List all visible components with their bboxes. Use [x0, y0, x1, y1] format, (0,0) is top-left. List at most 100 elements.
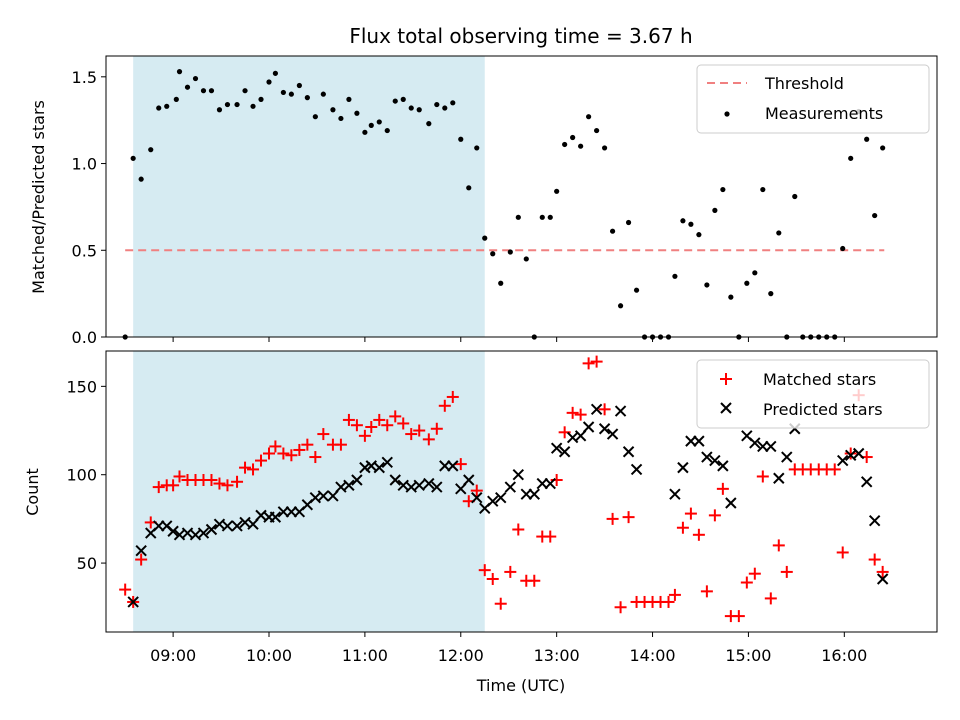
- measurement-point: [466, 185, 472, 191]
- measurement-point: [208, 88, 215, 94]
- measurement-point: [312, 114, 318, 120]
- matched-marker: [430, 422, 443, 435]
- measurement-point: [498, 280, 504, 286]
- matched-marker: [454, 458, 467, 471]
- top-x-ticks: [172, 337, 845, 342]
- measurement-point: [609, 228, 616, 234]
- matched-marker: [566, 406, 579, 419]
- predicted-marker: [876, 573, 889, 585]
- measurement-point: [192, 75, 199, 82]
- measurement-point: [354, 110, 360, 116]
- matched-marker: [301, 438, 314, 451]
- measurement-point: [696, 232, 702, 238]
- measurement-point: [570, 134, 576, 141]
- measurement-point: [216, 107, 223, 113]
- matched-marker: [373, 413, 386, 426]
- predicted-marker: [550, 442, 563, 454]
- measurement-point: [474, 145, 480, 151]
- y-tick-label: 0.0: [72, 328, 97, 347]
- matched-marker: [574, 408, 587, 421]
- y-tick-label: 50: [77, 554, 97, 573]
- matched-marker: [676, 521, 689, 534]
- matched-marker: [512, 523, 525, 536]
- measurement-point: [586, 114, 592, 120]
- y-tick-label: 150: [66, 377, 97, 396]
- matched-marker: [836, 546, 849, 559]
- matched-marker: [582, 357, 595, 370]
- chart-title: Flux total observing time = 3.67 h: [349, 24, 692, 48]
- measurement-point: [554, 188, 560, 194]
- measurement-point: [704, 282, 710, 288]
- measurement-point: [672, 273, 678, 279]
- measurement-point: [872, 212, 878, 219]
- top-panel: 0.0 0.5 1.0 1.5 Matched/Predicted stars Thr…: [29, 55, 938, 347]
- matched-marker: [135, 553, 148, 566]
- matched-marker: [606, 512, 619, 525]
- x-tick-label: 15:00: [725, 646, 771, 665]
- matched-marker: [293, 443, 306, 456]
- measurement-point: [744, 280, 750, 286]
- predicted-marker: [455, 483, 467, 495]
- matched-marker: [598, 403, 611, 416]
- predicted-marker: [127, 596, 139, 608]
- predicted-marker: [717, 460, 729, 472]
- matched-marker: [269, 440, 282, 453]
- matched-marker: [732, 610, 745, 623]
- predicted-marker: [781, 451, 793, 463]
- predicted-marker: [614, 405, 627, 417]
- matched-marker: [231, 475, 244, 488]
- measurement-point: [288, 91, 294, 97]
- measurement-point: [450, 100, 456, 106]
- matched-marker: [255, 454, 268, 467]
- matched-marker: [868, 553, 881, 566]
- measurement-point: [523, 256, 529, 262]
- matched-marker: [167, 479, 180, 492]
- matched-markers: [119, 355, 889, 623]
- matched-marker: [285, 449, 298, 462]
- predicted-marker: [247, 518, 259, 530]
- measurement-point: [712, 207, 718, 213]
- matched-marker: [389, 410, 402, 423]
- predicted-marker: [693, 435, 705, 447]
- measurement-point: [416, 107, 422, 113]
- measurement-point: [250, 103, 256, 109]
- matched-marker: [828, 463, 841, 476]
- measurement-point: [408, 105, 414, 111]
- y-tick-label: 1.5: [72, 68, 97, 87]
- x-tick-label: 12:00: [438, 646, 484, 665]
- matched-marker: [700, 585, 713, 598]
- predicted-marker: [343, 479, 355, 492]
- measurement-point: [362, 129, 368, 135]
- matched-marker: [342, 413, 355, 426]
- top-y-axis: 0.0 0.5 1.0 1.5: [72, 68, 106, 347]
- measurement-point: [507, 249, 513, 255]
- predicted-marker: [351, 474, 363, 486]
- predicted-marker: [512, 469, 525, 481]
- matched-marker: [558, 426, 571, 439]
- bottom-x-axis: 09:00 10:00 11:00 12:00 13:00 14:00 15:00 16:00: [150, 632, 867, 665]
- matched-marker: [119, 583, 132, 596]
- measurement-point: [562, 141, 568, 148]
- measurement-point: [578, 143, 584, 149]
- legend-predicted-swatch: [720, 402, 732, 414]
- predicted-marker: [389, 474, 401, 486]
- y-tick-label: 100: [66, 466, 97, 485]
- top-plot-frame: [105, 55, 938, 338]
- measurement-point: [368, 122, 374, 128]
- measurement-point: [320, 91, 326, 97]
- bottom-legend: Matched stars Predicted stars: [696, 359, 930, 429]
- bottom-panel: 50 100 150 09:00 10:00 11:00 12:00 13:00 14:00 1…: [23, 350, 938, 695]
- matched-marker: [748, 567, 761, 580]
- bottom-plot-frame: [105, 350, 938, 633]
- measurement-point: [515, 214, 521, 220]
- matched-marker: [590, 355, 603, 368]
- measurement-point: [304, 95, 310, 101]
- predicted-marker: [135, 544, 147, 557]
- predicted-marker: [431, 481, 443, 493]
- measurement-point: [164, 103, 170, 109]
- measurement-point: [539, 214, 545, 220]
- matched-marker: [708, 509, 721, 522]
- measurement-point: [688, 221, 694, 227]
- matched-marker: [277, 447, 290, 460]
- matched-marker: [544, 530, 557, 543]
